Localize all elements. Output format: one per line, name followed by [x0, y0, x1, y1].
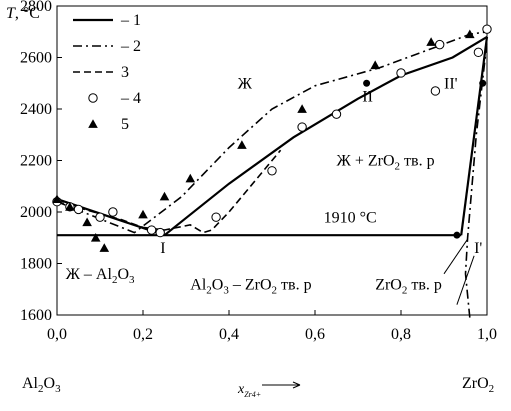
open-circle-point	[297, 122, 307, 132]
filled-triangle-point	[185, 173, 196, 183]
filled-triangle-point	[159, 191, 170, 201]
y-tick-label: 2400	[20, 101, 52, 118]
legend-label: 3	[121, 64, 129, 81]
legend-label: – 4	[120, 90, 141, 107]
open-circle-point	[396, 68, 406, 78]
plot-frame: 1600 1800 2000 2200 2400 2600 2800 0,0 0,2 0,4 0,6…	[20, 0, 497, 343]
x-tick-label: 0,6	[305, 326, 325, 343]
open-circle-point	[95, 212, 105, 222]
filled-triangle-point	[99, 243, 110, 252]
pointer-line	[456, 255, 475, 305]
filled-circle-point	[363, 79, 371, 87]
y-tick-label: 2600	[20, 50, 52, 67]
open-circle-point	[435, 39, 445, 50]
legend: – 1 – 2 3 – 4 5	[73, 12, 141, 133]
annotation-9: I'	[474, 240, 482, 257]
y-tick-label: 1800	[20, 256, 52, 273]
liquidus-right-solid	[163, 35, 488, 237]
x-right-component-label: ZrO2	[462, 375, 494, 395]
annotation-8: II'	[444, 75, 458, 92]
x-tick-label: 1,0	[477, 326, 497, 343]
region-labels: Ж Ж + ZrO2 тв. р 1910 °C Ж – Al2O3 Al2O3 – Z…	[66, 75, 483, 296]
open-circle-point	[155, 227, 165, 238]
annotation-0: Ж	[238, 75, 253, 92]
annotation-3: Ж – Al2O3	[66, 266, 135, 286]
x-axis-arrowhead	[292, 381, 301, 389]
solvus-dashdot	[464, 42, 488, 318]
open-circle-point	[146, 225, 157, 235]
filled-circle-point	[453, 231, 461, 239]
filled-triangle-point	[65, 202, 75, 211]
open-circle-point	[331, 109, 342, 119]
liquidus-dashed	[56, 149, 282, 234]
legend-label: – 2	[120, 38, 141, 55]
filled-triangle-point	[370, 60, 380, 70]
filled-triangle-point	[82, 217, 92, 227]
x-tick-label: 0,0	[47, 326, 67, 343]
pointer-line	[443, 238, 469, 275]
open-circle-point	[267, 166, 277, 176]
legend-open-circle	[88, 93, 98, 103]
filled-triangle-point	[237, 140, 247, 149]
filled-triangle-point	[426, 37, 436, 46]
annotation-4: Al2O3 – ZrO2 тв. р	[190, 276, 311, 296]
legend-label: 5	[121, 116, 129, 133]
annotation-5: ZrO2 тв. р	[375, 276, 442, 296]
legend-label: – 1	[120, 12, 141, 29]
x-left-component-label: Al2O3	[22, 375, 61, 395]
filled-triangle-point	[297, 104, 307, 113]
experimental-points	[52, 24, 492, 305]
x-tick-label: 0,4	[219, 326, 239, 343]
solidus-solid	[460, 36, 489, 236]
open-circle-point	[473, 47, 484, 58]
open-circle-point	[73, 204, 84, 215]
filled-circle-point	[479, 79, 487, 87]
annotation-6: I	[160, 240, 165, 257]
x-tick-label: 0,2	[133, 326, 153, 343]
x-tick-label: 0,8	[391, 326, 411, 343]
filled-triangle-point	[90, 232, 101, 242]
filled-triangle-point	[138, 209, 148, 219]
y-axis-label: T, °C	[6, 5, 40, 22]
x-axis-label: xZr4+	[237, 382, 261, 399]
phase-boundary-lines	[56, 31, 489, 318]
filled-triangle-point	[52, 194, 62, 203]
open-circle-point	[108, 207, 118, 217]
open-circle-point	[482, 24, 492, 34]
liquidus-dashdot	[56, 31, 488, 234]
open-circle-point	[430, 86, 441, 96]
filled-triangle-point	[465, 29, 475, 39]
y-tick-label: 2000	[20, 204, 52, 221]
annotation-1: Ж + ZrO2 тв. р	[337, 153, 435, 173]
y-tick-label: 2200	[20, 153, 52, 170]
open-circle-point	[211, 212, 221, 222]
legend-filled-triangle	[88, 119, 98, 128]
y-tick-label: 2800	[20, 0, 52, 15]
annotation-7: II	[362, 88, 373, 105]
annotation-2: 1910 °C	[324, 209, 377, 226]
y-tick-label: 1600	[20, 307, 52, 324]
